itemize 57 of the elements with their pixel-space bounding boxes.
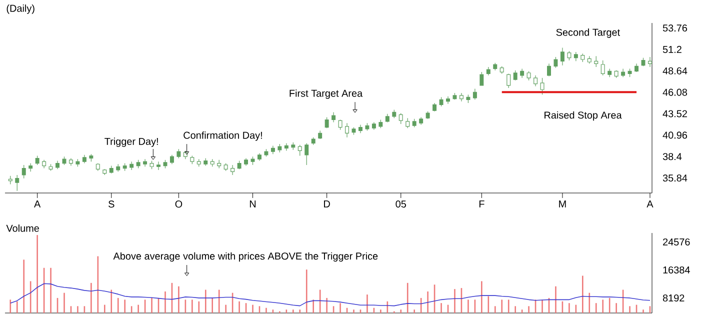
candlestick [472, 88, 477, 100]
y-tick-label: 48.64 [662, 67, 688, 74]
candlestick [574, 52, 578, 62]
annotation: Second Target [556, 28, 620, 38]
candlestick [358, 124, 362, 134]
candlestick [372, 122, 376, 130]
candlestick [170, 154, 174, 164]
x-tick-label: N [250, 200, 256, 208]
x-tick-label: M [559, 200, 566, 208]
x-tick-label: O [175, 200, 182, 208]
candlestick [534, 75, 538, 87]
candlestick [156, 161, 160, 170]
annotation: Above average volume with prices ABOVE the Trigger Price [113, 252, 378, 262]
candlestick [446, 96, 450, 104]
candlestick [432, 102, 437, 112]
y-tick-label: 35.84 [662, 174, 688, 182]
candlestick [143, 158, 148, 167]
candlestick [56, 160, 60, 170]
chart-title: (Daily) [6, 4, 34, 14]
candlestick [258, 152, 262, 162]
y-tick-label: 51.2 [662, 46, 682, 53]
x-tick-label: 05 [396, 200, 406, 208]
candlestick [621, 68, 626, 78]
y-tick-label: 43.52 [662, 110, 687, 118]
annotation: Trigger Day! [104, 138, 158, 147]
candlestick [345, 122, 350, 138]
candlestick [634, 63, 639, 72]
candlestick [270, 145, 275, 154]
y-tick-label: 24576 [663, 238, 690, 246]
y-tick-label: 16384 [663, 266, 690, 274]
annotation: First Target Area [290, 90, 363, 99]
candlestick [82, 154, 86, 164]
annotation: Raised Stop Area [544, 111, 622, 121]
candlestick [68, 158, 73, 166]
candlestick [332, 112, 336, 123]
candlestick [130, 161, 134, 170]
y-tick-label: 8192 [662, 294, 684, 302]
candlestick [648, 56, 652, 68]
candlestick [244, 158, 248, 166]
x-tick-label: F [479, 200, 484, 208]
candlestick [42, 160, 46, 169]
candlestick [547, 63, 551, 77]
x-tick-label: D [324, 200, 330, 208]
candlestick [560, 47, 564, 66]
y-tick-label: 40.96 [662, 132, 688, 139]
y-axis-title: Volume [6, 224, 39, 232]
candlestick [230, 164, 235, 176]
y-tick-label: 53.76 [662, 24, 688, 32]
x-tick-label: A [34, 200, 41, 208]
x-tick-label: S [108, 200, 114, 208]
candlestick [284, 142, 288, 152]
y-tick-label: 46.08 [662, 88, 688, 96]
y-tick-label: 38.4 [662, 153, 682, 160]
x-tick-label: A [646, 200, 654, 208]
annotation: Confirmation Day! [184, 131, 262, 141]
candlestick [459, 92, 464, 102]
candlestick [520, 68, 524, 78]
